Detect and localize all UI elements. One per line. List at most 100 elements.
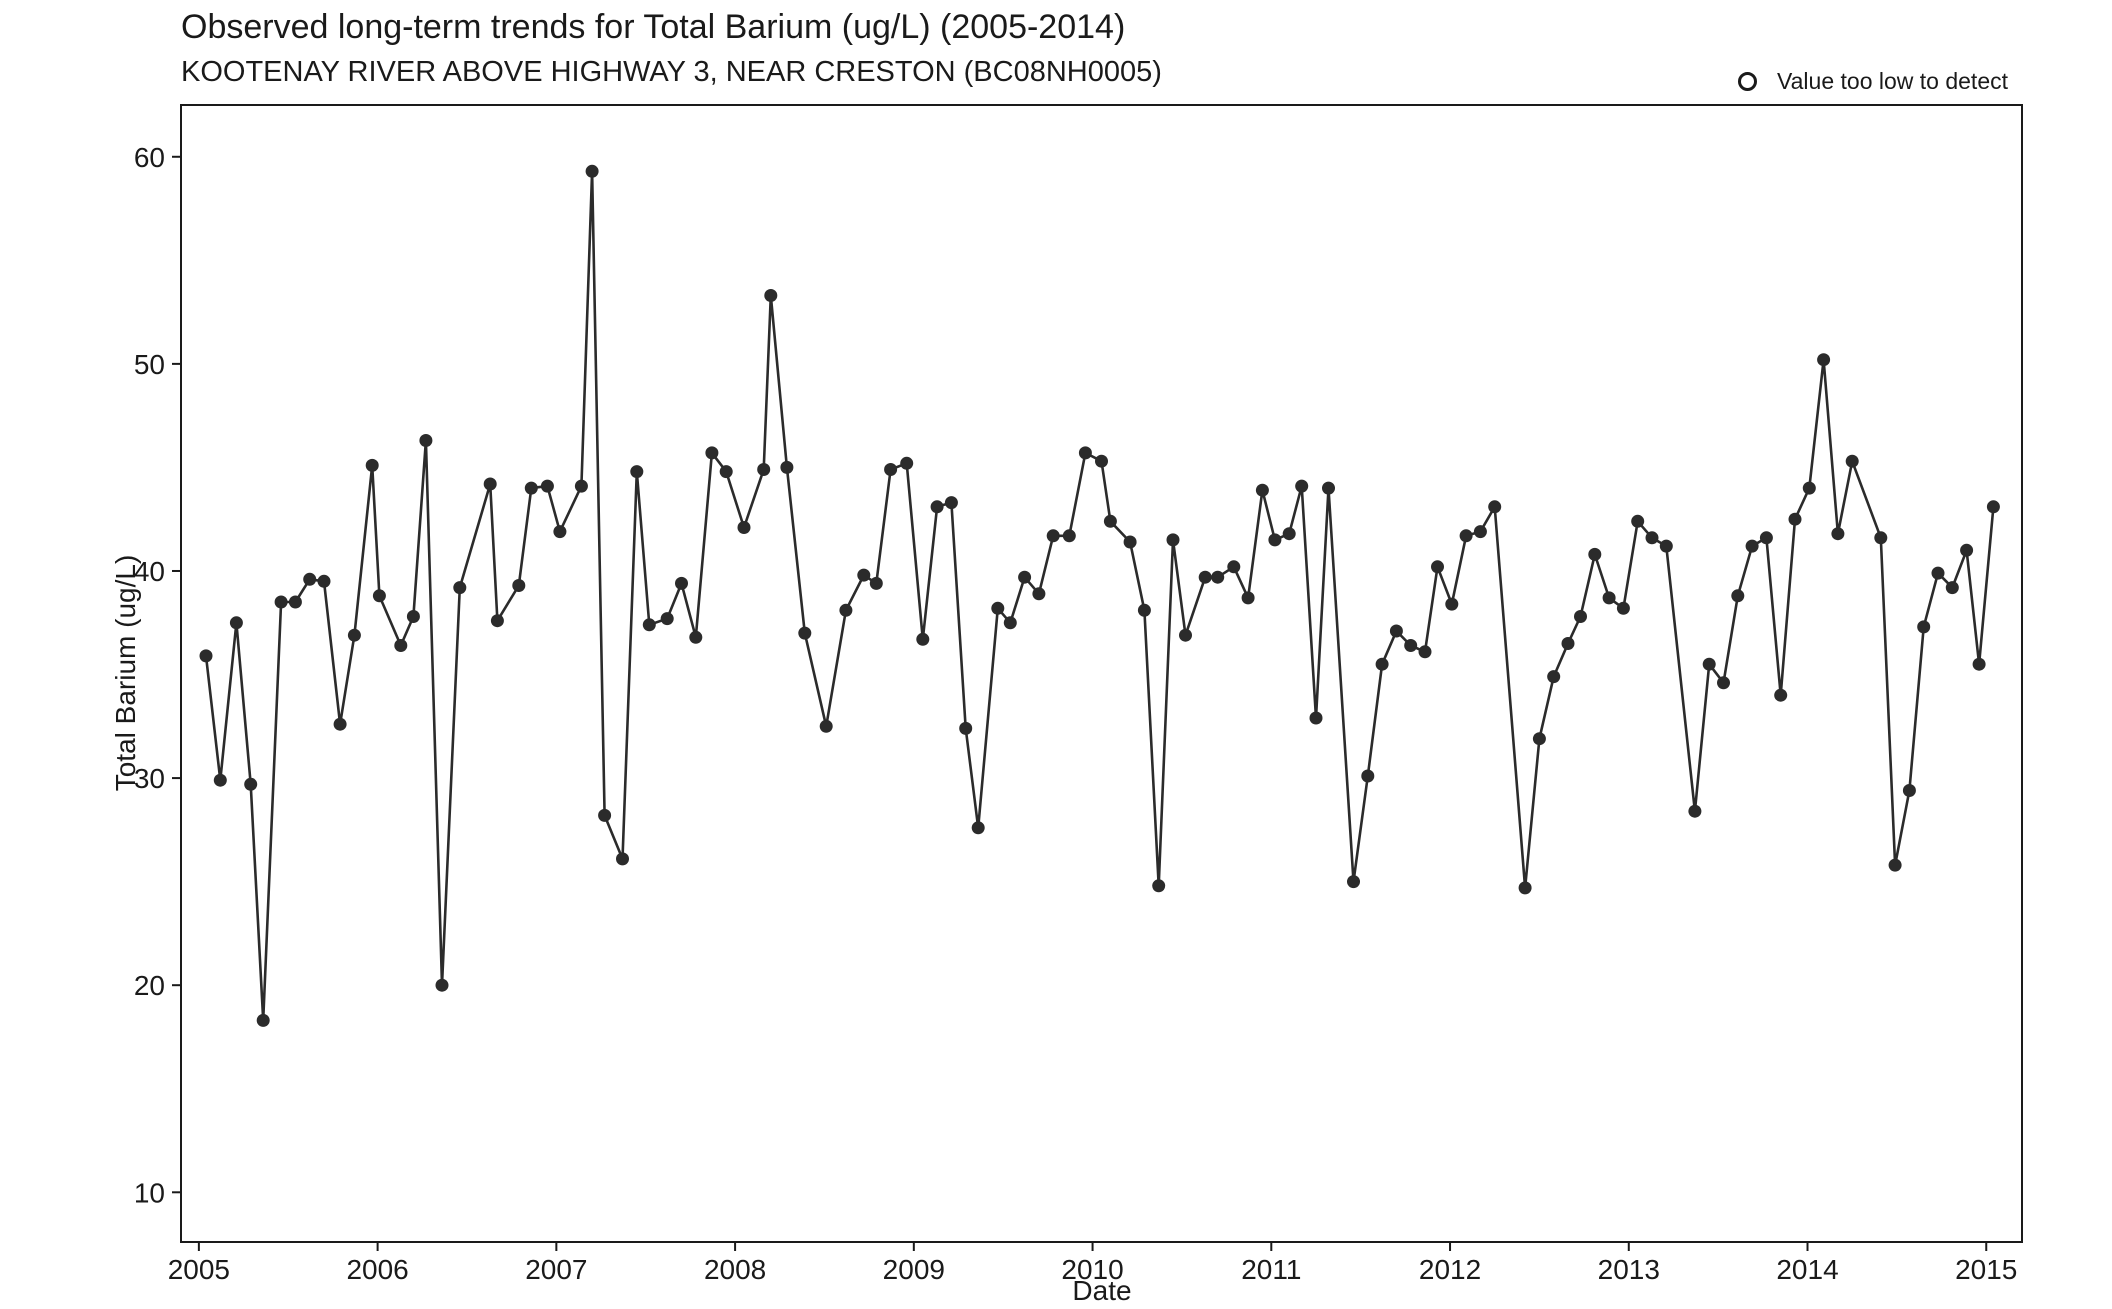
chart-title: Observed long-term trends for Total Bari… <box>181 8 1126 46</box>
data-point <box>1389 624 1403 638</box>
data-point <box>660 612 674 626</box>
data-point <box>317 574 331 588</box>
data-point <box>930 500 944 514</box>
data-point <box>1227 560 1241 574</box>
data-point <box>1574 610 1587 623</box>
data-point <box>1874 531 1888 545</box>
data-point <box>1917 620 1931 634</box>
data-point <box>524 481 538 495</box>
data-point <box>884 463 898 476</box>
data-point <box>1888 858 1902 872</box>
x-tick-label: 2012 <box>1419 1254 1481 1285</box>
data-point <box>819 719 833 733</box>
x-tick-label: 2014 <box>1776 1254 1838 1285</box>
chart-subtitle: KOOTENAY RIVER ABOVE HIGHWAY 3, NEAR CRE… <box>181 56 1162 88</box>
data-point <box>1211 570 1225 584</box>
data-point <box>1375 657 1389 671</box>
series-group <box>199 164 2000 1027</box>
y-axis-label: Total Barium (ug/L) <box>110 555 141 792</box>
data-point <box>406 610 420 623</box>
data-point <box>1817 353 1831 367</box>
data-point <box>1198 570 1212 584</box>
data-point <box>642 618 656 632</box>
plot-panel <box>180 104 2023 1243</box>
data-point <box>1518 881 1532 895</box>
y-tick-label: 20 <box>134 970 165 1001</box>
data-point <box>1018 570 1032 584</box>
data-point <box>675 576 688 590</box>
data-point <box>757 463 771 476</box>
x-axis-label: Date <box>1072 1275 1131 1306</box>
data-point <box>1095 454 1108 468</box>
data-point <box>689 630 703 644</box>
data-point <box>705 446 719 460</box>
axes: 2005 2006 2007 2008 2009 2010 2011 2012 2013 2014… <box>134 142 2018 1285</box>
data-point <box>229 616 243 630</box>
data-point <box>1972 657 1986 671</box>
data-point <box>1309 711 1323 725</box>
data-point <box>598 808 612 822</box>
data-point <box>1645 531 1659 545</box>
x-tick-label: 2015 <box>1955 1254 2017 1285</box>
data-point <box>1688 804 1702 818</box>
x-tick-label: 2006 <box>346 1254 408 1285</box>
data-point <box>1602 591 1616 605</box>
data-point <box>857 568 871 582</box>
x-tick-label: 2013 <box>1598 1254 1660 1285</box>
data-point <box>1745 539 1759 553</box>
data-point <box>1347 875 1360 889</box>
data-point <box>419 434 433 447</box>
data-point <box>274 595 288 609</box>
data-point <box>1702 657 1716 671</box>
data-point <box>213 773 227 787</box>
x-tick-label: 2005 <box>168 1254 230 1285</box>
data-point <box>372 589 386 603</box>
data-point <box>1295 479 1309 493</box>
legend-label: Value too low to detect <box>1777 68 2008 94</box>
data-point <box>1404 639 1418 652</box>
y-tick-label: 30 <box>134 763 165 794</box>
data-point <box>1046 529 1060 543</box>
data-point <box>764 289 778 302</box>
data-point <box>256 1013 270 1027</box>
data-point <box>453 581 467 595</box>
data-point <box>1532 732 1546 746</box>
x-tick-label: 2009 <box>883 1254 945 1285</box>
data-point <box>347 628 361 642</box>
y-tick-label: 40 <box>134 556 165 587</box>
data-point <box>1322 481 1335 495</box>
data-point <box>1831 527 1845 541</box>
data-point <box>839 603 853 617</box>
data-point <box>1103 514 1117 528</box>
data-point <box>1282 527 1296 541</box>
data-point <box>869 576 883 590</box>
data-point <box>1802 481 1816 495</box>
data-point <box>737 521 751 534</box>
data-point <box>1759 531 1773 545</box>
data-point <box>244 777 258 791</box>
data-point <box>1616 601 1630 615</box>
data-point <box>1631 514 1645 528</box>
data-point <box>1459 529 1473 543</box>
data-point <box>630 465 644 479</box>
data-point <box>435 978 449 992</box>
data-point <box>1561 637 1575 650</box>
data-point <box>1152 879 1166 893</box>
data-point <box>333 717 347 731</box>
data-point <box>553 525 567 539</box>
data-point <box>1123 535 1137 549</box>
data-point <box>991 601 1005 615</box>
y-tick-label: 50 <box>134 349 165 380</box>
data-point <box>490 614 504 628</box>
data-point <box>512 579 526 592</box>
data-point <box>1179 628 1192 642</box>
data-point <box>780 460 794 474</box>
x-tick-label: 2007 <box>525 1254 587 1285</box>
data-point <box>1361 769 1375 783</box>
data-point <box>1659 539 1673 553</box>
data-point <box>585 164 599 178</box>
data-point <box>1986 500 2000 514</box>
data-point <box>365 458 379 472</box>
data-point <box>394 639 408 652</box>
